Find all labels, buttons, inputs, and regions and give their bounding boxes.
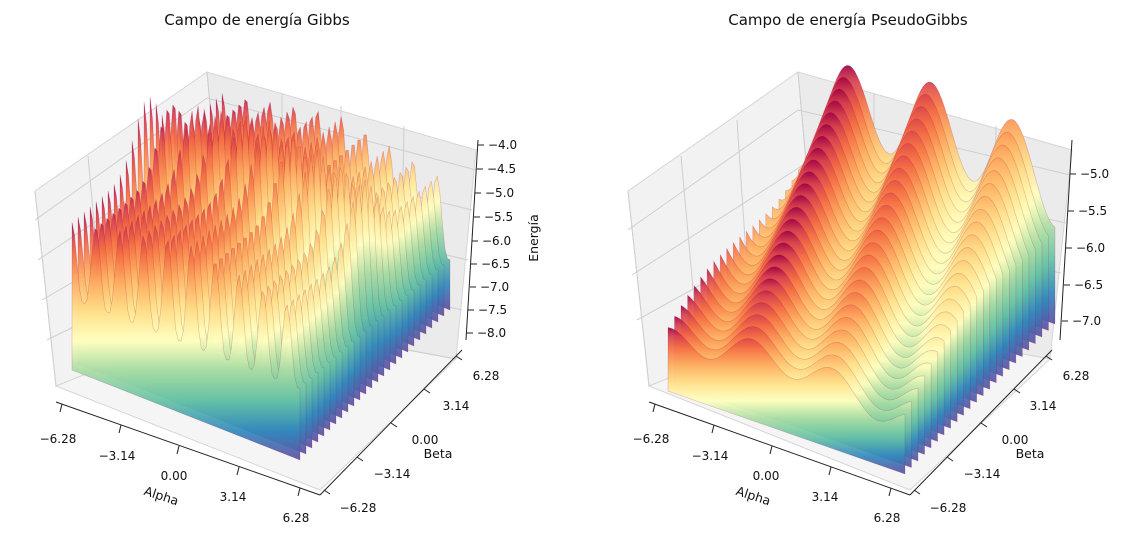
z-axis-line (1059, 139, 1073, 341)
y-axis-label: Beta (1016, 446, 1045, 461)
y-tick-label: 6.28 (473, 369, 500, 383)
z-tick-label: −7.0 (1072, 314, 1101, 328)
y-tick-label: 0.00 (412, 433, 439, 447)
x-tick-label: 6.28 (283, 511, 310, 525)
z-ticks-gibbs: −4.0 −4.5 −5.0 −5.5 −6.0 −6.5 −7.0 −7.5 … (467, 138, 541, 340)
z-tick-label: −6.5 (481, 257, 510, 271)
z-tick-label: −5.5 (484, 210, 513, 224)
z-tick-label: −5.0 (1080, 167, 1109, 181)
surface-ribbon (71, 222, 301, 461)
z-tick-label: −5.5 (1078, 204, 1107, 218)
chart-title-gibbs: Campo de energía Gibbs (164, 11, 350, 29)
x-tick-label: −6.28 (40, 432, 77, 446)
y-tick-label: −6.28 (930, 501, 967, 515)
chart-gibbs: Campo de energía Gibbs (34, 11, 541, 525)
z-tick-label: −7.0 (480, 280, 509, 294)
surface-ribbon (667, 327, 906, 475)
z-tick-label: −8.0 (477, 326, 506, 340)
z-ticks-pseudogibbs: −5.0 −5.5 −6.0 −6.5 −7.0 (1062, 167, 1109, 328)
z-tick-label: −6.0 (482, 234, 511, 248)
z-tick-label: −4.5 (487, 162, 516, 176)
x-ticks-gibbs: −6.28 −3.14 0.00 3.14 6.28 Alpha (40, 403, 310, 525)
y-tick-label: 6.28 (1063, 369, 1090, 383)
y-tick-label: −3.14 (374, 467, 411, 481)
y-axis-line (909, 349, 1053, 496)
x-axis-line (55, 401, 321, 496)
chart-pseudogibbs: Campo de energía PseudoGibbs (627, 11, 1109, 525)
x-tick-label: 3.14 (812, 490, 839, 504)
x-axis-line (648, 401, 911, 496)
surface-pseudogibbs (667, 65, 1056, 475)
z-tick-label: −6.0 (1076, 241, 1105, 255)
x-ticks-pseudogibbs: −6.28 −3.14 0.00 3.14 6.28 Alpha (633, 403, 901, 525)
y-tick-label: −6.28 (340, 501, 377, 515)
x-axis-label: Alpha (734, 483, 772, 508)
y-axis-line (319, 349, 463, 496)
z-axis-label: Energía (526, 214, 541, 262)
y-tick-label: 3.14 (443, 399, 470, 413)
y-tick-label: 0.00 (1002, 433, 1029, 447)
x-axis-label: Alpha (142, 483, 180, 508)
x-tick-label: 0.00 (161, 469, 188, 483)
x-tick-label: 0.00 (753, 469, 780, 483)
y-ticks-gibbs: −6.28 −3.14 0.00 3.14 6.28 Beta (323, 355, 500, 515)
y-axis-label: Beta (424, 446, 453, 461)
z-tick-label: −4.0 (488, 138, 517, 152)
z-tick-label: −5.0 (485, 186, 514, 200)
z-tick-label: −6.5 (1074, 278, 1103, 292)
z-axis-line (465, 139, 479, 341)
y-tick-label: 3.14 (1030, 399, 1057, 413)
z-tick-label: −7.5 (478, 303, 507, 317)
chart-title-pseudogibbs: Campo de energía PseudoGibbs (728, 11, 968, 29)
x-tick-label: −3.14 (99, 449, 136, 463)
y-ticks-pseudogibbs: −6.28 −3.14 0.00 3.14 6.28 Beta (913, 355, 1090, 515)
x-tick-label: −3.14 (692, 449, 729, 463)
x-tick-label: 6.28 (874, 511, 901, 525)
x-tick-label: −6.28 (633, 432, 670, 446)
surface-gibbs (71, 93, 451, 461)
x-tick-label: 3.14 (220, 490, 247, 504)
y-tick-label: −3.14 (964, 467, 1001, 481)
